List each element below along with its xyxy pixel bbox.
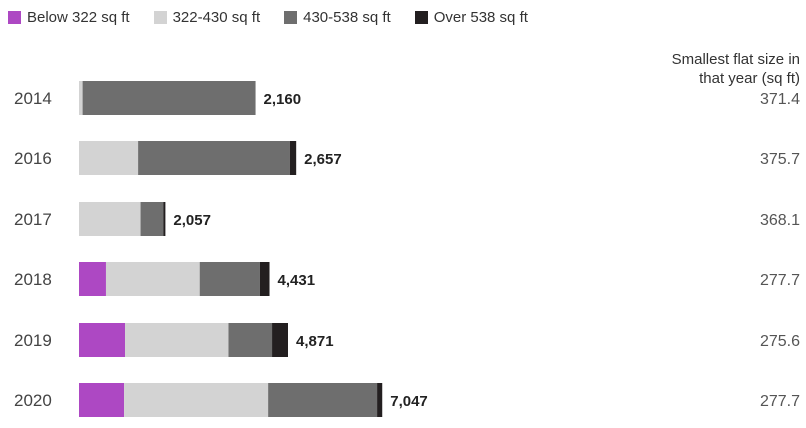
smallest-size-2014: 371.4 [760, 91, 800, 108]
bar-segment-2017-series-1 [79, 202, 141, 236]
year-label-2020: 2020 [14, 391, 52, 410]
bar-segment-2014-series-1 [79, 81, 83, 115]
bar-segment-2019-series-0 [79, 323, 126, 357]
legend-label-430-538: 430-538 sq ft [303, 9, 391, 26]
total-label-2018: 4,431 [278, 272, 316, 289]
legend-swatch-over-538 [414, 11, 428, 24]
smallest-size-2016: 375.7 [760, 151, 800, 168]
bar-segment-2019-series-2 [228, 323, 273, 357]
legend-item-below-322: Below 322 sq ft [8, 9, 130, 26]
total-label-2016: 2,657 [304, 151, 342, 168]
legend-item-322-430: 322-430 sq ft [153, 9, 261, 26]
smallest-size-2020: 277.7 [760, 393, 800, 410]
year-label-2018: 2018 [14, 270, 52, 289]
total-label-2014: 2,160 [264, 91, 302, 108]
bar-segment-2016-series-1 [79, 141, 139, 175]
bar-segment-2019-series-3 [272, 323, 288, 357]
bar-segment-2017-series-3 [163, 202, 166, 236]
bar-segment-2020-series-1 [124, 383, 269, 417]
bar-segment-2019-series-1 [125, 323, 229, 357]
year-label-2016: 2016 [14, 149, 52, 168]
legend-item-430-538: 430-538 sq ft [284, 9, 391, 26]
bar-segment-2018-series-1 [105, 262, 200, 296]
year-label-2019: 2019 [14, 331, 52, 350]
year-label-2014: 2014 [14, 89, 52, 108]
smallest-size-2018: 277.7 [760, 272, 800, 289]
bar-segment-2018-series-3 [259, 262, 270, 296]
legend-item-over-538: Over 538 sq ft [414, 9, 528, 26]
side-column-title-line2: that year (sq ft) [699, 70, 800, 87]
bar-segment-2020-series-2 [268, 383, 378, 417]
side-column-title-line1: Smallest flat size in [671, 51, 800, 68]
legend-swatch-below-322 [8, 11, 21, 24]
bar-segment-2016-series-3 [289, 141, 297, 175]
legend: Below 322 sq ft 322-430 sq ft 430-538 sq… [8, 9, 552, 26]
legend-swatch-430-538 [284, 11, 298, 24]
legend-label-below-322: Below 322 sq ft [27, 9, 130, 26]
side-column-title: Smallest flat size in that year (sq ft) [600, 50, 800, 88]
year-label-2017: 2017 [14, 210, 52, 229]
legend-swatch-322-430 [153, 11, 167, 24]
bar-segment-2016-series-2 [138, 141, 290, 175]
bar-segment-2018-series-0 [79, 262, 106, 296]
legend-label-322-430: 322-430 sq ft [172, 9, 261, 26]
total-label-2020: 7,047 [390, 393, 428, 410]
smallest-size-2019: 275.6 [760, 333, 800, 350]
legend-label-over-538: Over 538 sq ft [433, 9, 528, 26]
bar-segment-2017-series-2 [140, 202, 164, 236]
bar-segment-2020-series-0 [79, 383, 125, 417]
smallest-size-2017: 368.1 [760, 212, 800, 229]
bar-segment-2014-series-2 [82, 81, 256, 115]
bar-segment-2020-series-3 [377, 383, 383, 417]
bar-segment-2018-series-2 [199, 262, 260, 296]
total-label-2017: 2,057 [173, 212, 211, 229]
total-label-2019: 4,871 [296, 333, 334, 350]
